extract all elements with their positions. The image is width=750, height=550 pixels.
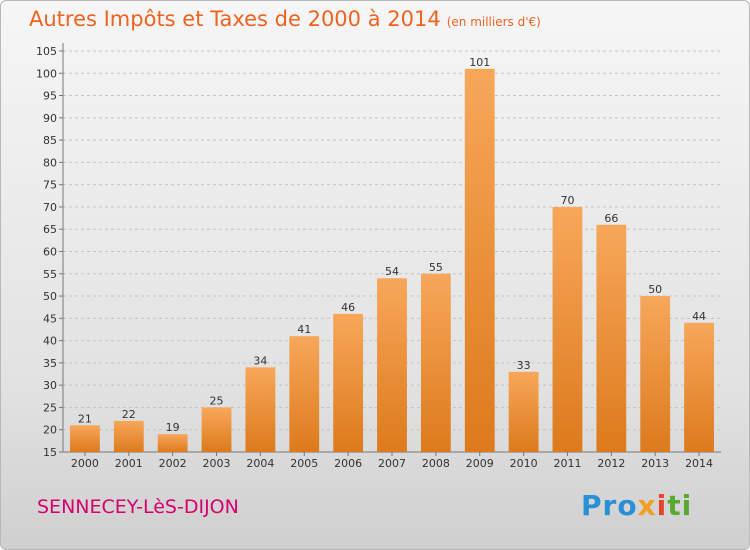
bars xyxy=(70,68,714,453)
x-tick-label: 2011 xyxy=(553,457,581,470)
title-unit: (en milliers d'€) xyxy=(446,15,541,29)
x-tick-label: 2012 xyxy=(597,457,625,470)
bar xyxy=(289,336,320,452)
data-label: 66 xyxy=(604,212,618,225)
y-tick-label: 20 xyxy=(43,424,57,437)
x-tick-label: 2005 xyxy=(290,457,318,470)
x-tick-label: 2008 xyxy=(422,457,450,470)
proxiti-logo[interactable]: Proxiti xyxy=(581,489,692,522)
bar xyxy=(596,224,627,452)
y-tick-label: 40 xyxy=(43,335,57,348)
data-label: 46 xyxy=(341,301,355,314)
y-tick-label: 60 xyxy=(43,246,57,259)
y-tick-label: 50 xyxy=(43,290,57,303)
x-tick-label: 2009 xyxy=(466,457,494,470)
y-tick-label: 70 xyxy=(43,201,57,214)
logo-part-4: ti xyxy=(667,489,693,522)
y-tick-label: 30 xyxy=(43,379,57,392)
x-tick-label: 2002 xyxy=(159,457,187,470)
y-tick-label: 95 xyxy=(43,90,57,103)
data-label: 55 xyxy=(429,261,443,274)
labels: 15 20 25 30 35 40 45 50 55 60 65 70 75 80 85 90 95 100 105… xyxy=(36,45,713,470)
data-label: 21 xyxy=(78,412,92,425)
y-tick-label: 45 xyxy=(43,312,57,325)
bar xyxy=(245,367,276,452)
y-tick-label: 105 xyxy=(36,45,57,58)
logo-part-1: Pro xyxy=(581,489,638,522)
city-name: SENNECEY-LèS-DIJON xyxy=(37,496,239,518)
y-tick-label: 15 xyxy=(43,446,57,459)
y-tick-label: 90 xyxy=(43,112,57,125)
bar xyxy=(113,420,144,452)
x-tick-label: 2010 xyxy=(510,457,538,470)
chart-title: Autres Impôts et Taxes de 2000 à 2014 (en… xyxy=(29,7,541,31)
data-label: 50 xyxy=(648,283,662,296)
data-label: 41 xyxy=(297,323,311,336)
bar xyxy=(684,322,714,452)
y-tick-label: 100 xyxy=(36,67,57,80)
x-tick-label: 2014 xyxy=(685,457,713,470)
y-tick-label: 25 xyxy=(43,401,57,414)
x-tick-label: 2001 xyxy=(115,457,143,470)
data-label: 54 xyxy=(385,265,399,278)
data-label: 25 xyxy=(210,394,224,407)
x-tick-label: 2013 xyxy=(641,457,669,470)
x-tick-label: 2000 xyxy=(71,457,99,470)
logo-part-3: i xyxy=(656,489,668,522)
bar xyxy=(201,407,232,452)
y-tick-label: 65 xyxy=(43,223,57,236)
x-tick-label: 2007 xyxy=(378,457,406,470)
title-text: Autres Impôts et Taxes de 2000 à 2014 xyxy=(29,7,441,31)
y-tick-label: 35 xyxy=(43,357,57,370)
bar xyxy=(552,206,583,452)
bar xyxy=(333,313,364,452)
data-label: 70 xyxy=(560,194,574,207)
bar xyxy=(157,434,188,452)
bar xyxy=(70,425,100,452)
x-tick-label: 2004 xyxy=(246,457,274,470)
bar xyxy=(420,273,451,452)
x-tick-label: 2006 xyxy=(334,457,362,470)
y-tick-label: 75 xyxy=(43,179,57,192)
y-tick-label: 55 xyxy=(43,268,57,281)
bar xyxy=(508,371,539,452)
x-tick-label: 2003 xyxy=(203,457,231,470)
data-label: 33 xyxy=(517,359,531,372)
logo-part-2: x xyxy=(637,489,657,522)
y-tick-label: 80 xyxy=(43,156,57,169)
y-tick-label: 85 xyxy=(43,134,57,147)
data-label: 34 xyxy=(253,354,267,367)
data-label: 19 xyxy=(166,421,180,434)
data-label: 101 xyxy=(469,56,490,69)
bar xyxy=(464,68,495,453)
bar xyxy=(377,278,407,452)
data-label: 44 xyxy=(692,310,706,323)
data-label: 22 xyxy=(122,408,136,421)
bar xyxy=(640,296,671,452)
